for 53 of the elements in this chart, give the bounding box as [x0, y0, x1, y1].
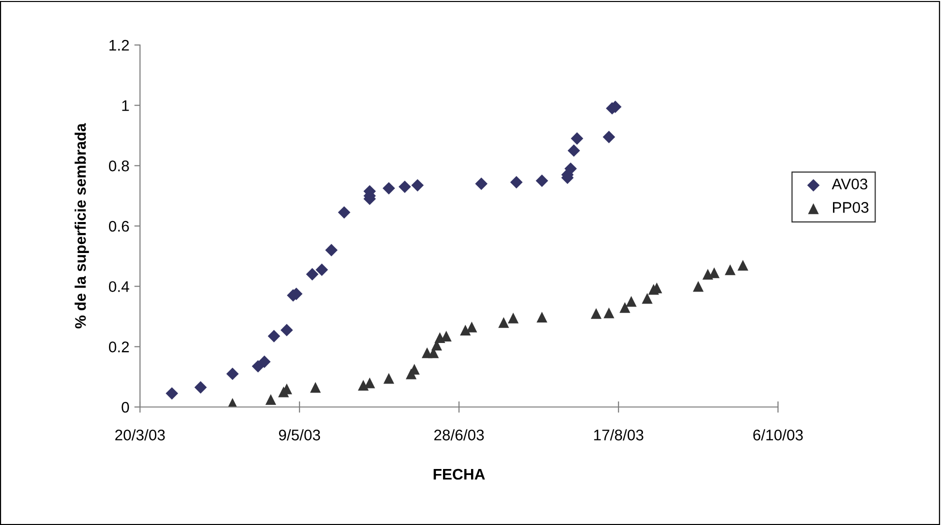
point: [604, 308, 614, 318]
point: [738, 260, 748, 271]
point: [364, 377, 376, 388]
point: [620, 302, 630, 313]
x-axis-title: FECHA: [434, 468, 485, 480]
point: [508, 312, 519, 324]
point: [194, 381, 207, 394]
point: [642, 293, 653, 304]
legend-label: AV03: [832, 178, 868, 190]
y-tick-label: 0.4: [108, 281, 130, 292]
x-tick-label: 28/6/03: [434, 429, 484, 440]
point: [306, 268, 318, 280]
point: [166, 387, 178, 400]
point: [268, 330, 280, 342]
point: [325, 244, 338, 256]
x-tick-label: 6/10/03: [753, 429, 803, 440]
y-tick-label: 1: [122, 100, 129, 111]
point: [398, 180, 411, 193]
point: [475, 178, 488, 190]
point: [498, 317, 510, 328]
y-tick-label: 0.6: [108, 220, 129, 232]
legend-label: PP03: [832, 202, 868, 213]
point: [724, 264, 736, 276]
x-tick-label: 20/3/03: [115, 429, 165, 440]
point: [536, 312, 548, 322]
point: [692, 280, 704, 292]
point: [265, 394, 276, 405]
point: [382, 182, 396, 195]
point: [564, 162, 577, 175]
x-tick-label: 17/8/03: [594, 429, 644, 440]
point: [510, 176, 523, 188]
point: [316, 264, 328, 276]
point: [280, 324, 293, 336]
point: [258, 356, 271, 368]
y-tick-label: 0.2: [108, 342, 129, 352]
point: [568, 144, 580, 157]
y-tick-label: 0: [122, 402, 129, 413]
point: [460, 324, 471, 336]
y-axis-title: % de la superficie sembrada: [74, 123, 89, 328]
point: [411, 179, 424, 192]
point: [226, 368, 239, 380]
point: [590, 308, 602, 319]
point: [338, 206, 350, 219]
point: [570, 132, 584, 145]
point: [602, 130, 616, 144]
point: [383, 372, 394, 384]
y-tick-label: 0.8: [108, 160, 129, 172]
point: [536, 174, 548, 187]
point: [310, 382, 321, 393]
y-tick-label: 1.2: [110, 40, 129, 51]
point: [466, 322, 478, 332]
x-tick-label: 9/5/03: [278, 429, 320, 440]
point: [626, 296, 637, 307]
